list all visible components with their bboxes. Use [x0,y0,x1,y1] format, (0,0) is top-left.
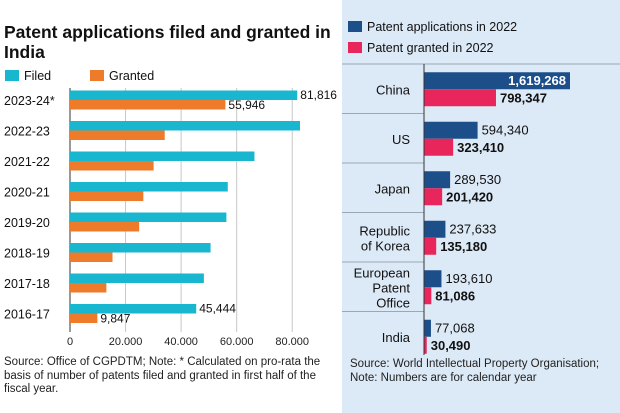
legend-swatch-applications [348,21,362,32]
bar-granted [70,161,154,171]
x-tick-label: 40,000 [164,336,198,345]
legend-label-granted-2022: Patent granted in 2022 [367,41,494,55]
category-label: 2019-20 [4,216,50,230]
source-note-right: Source: World Intellectual Property Orga… [350,358,600,384]
category-label: Japan [375,181,410,196]
bar-applications [424,72,570,90]
bar-applications [424,171,451,189]
bar-granted [424,287,432,305]
bar-filed [70,182,228,192]
bar-filed [70,273,204,283]
bar-filed [70,90,298,100]
source-note-left: Source: Office of CGPDTM; Note: * Calcul… [4,356,321,395]
data-label-granted: 30,490 [431,338,471,353]
bar-filed [70,151,255,161]
bar-granted [424,336,427,354]
data-label-applications: 594,340 [482,122,529,137]
data-label-granted: 323,410 [457,140,504,155]
bar-applications [424,270,442,288]
data-label: 9,847 [100,312,130,326]
category-label: 2017-18 [4,277,50,291]
bar-granted [70,191,144,201]
legend-swatch-filed [5,70,19,81]
bar-filed [70,304,197,314]
x-tick-label: 0 [67,336,73,345]
data-label-granted: 798,347 [500,90,547,105]
bar-granted [70,283,107,293]
legend-granted-2022: Patent granted in 2022 [348,41,494,55]
bar-granted [424,138,454,156]
legend-filed: Filed [5,69,51,83]
category-label: Patent [372,280,410,295]
category-label: Republic [359,223,410,238]
data-label-applications: 77,068 [435,320,475,335]
legend-label-filed: Filed [24,69,52,83]
bar-granted [424,237,437,255]
data-label: 45,444 [199,302,236,316]
data-label-applications: 1,619,268 [508,73,566,88]
data-label-applications: 289,530 [454,172,501,187]
data-label-applications: 237,633 [449,221,496,236]
bar-granted [424,188,443,206]
right-panel: Patent applications in 2022 Patent grant… [342,0,620,413]
chart-title: Patent applications filed and granted in… [4,22,331,62]
bar-filed [70,121,300,131]
x-tick-label: 20,000 [109,336,143,345]
legend-swatch-granted-2022 [348,42,362,53]
india-chart: 0 20,000 40,000 60,000 80,000 2023-24* 2022-23… [4,88,337,345]
category-label: Office [376,295,410,310]
world-chart: China 1,619,268 798,347 US 594,340 323,410 Jap… [342,63,620,355]
category-label: 2023-24* [4,94,55,108]
data-label: 81,816 [300,88,337,102]
category-label: 2018-19 [4,247,50,261]
left-panel: Patent applications filed and granted in… [4,22,337,395]
bar-applications [424,121,478,139]
x-tick-label: 80,000 [275,336,309,345]
bar-granted [70,313,98,323]
data-label-granted: 135,180 [440,239,487,254]
legend-label-granted: Granted [109,69,155,83]
x-tick-label: 60,000 [220,336,254,345]
legend-label-applications: Patent applications in 2022 [367,20,518,34]
category-label: European [354,265,410,280]
legend-applications-2022: Patent applications in 2022 [348,20,517,34]
legend-swatch-granted [90,70,104,81]
data-label-applications: 193,610 [445,271,492,286]
category-label: of Korea [361,238,411,253]
bar-granted [70,100,226,110]
category-label: US [392,132,410,147]
data-label-granted: 201,420 [446,189,493,204]
bar-granted [424,89,496,107]
bar-applications [424,319,431,337]
bar-granted [70,222,140,232]
category-label: 2016-17 [4,308,50,322]
bar-applications [424,220,446,238]
data-label: 55,946 [228,98,265,112]
category-label: 2022-23 [4,125,50,139]
bar-filed [70,243,211,253]
category-label: China [376,82,411,97]
bar-granted [70,252,113,262]
bar-filed [70,212,227,222]
category-label: 2020-21 [4,186,50,200]
bar-granted [70,130,165,140]
data-label-granted: 81,086 [435,288,475,303]
category-label: India [382,330,411,345]
category-label: 2021-22 [4,155,50,169]
legend-granted: Granted [90,69,154,83]
